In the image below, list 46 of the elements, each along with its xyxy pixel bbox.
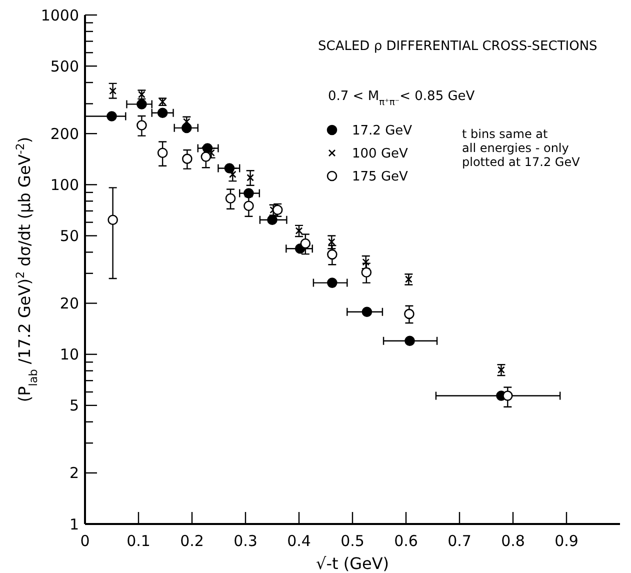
point (404, 308, 414, 320)
point (267, 214, 278, 226)
point (200, 152, 212, 162)
x-tick-label: 0.2 (180, 532, 204, 550)
point (106, 111, 117, 122)
point (404, 336, 415, 346)
x-tick-label: 0 (80, 532, 90, 550)
y-tick-label: 10 (60, 346, 79, 364)
point (136, 99, 147, 110)
x-tick-label: 0.3 (234, 532, 258, 550)
y-tick-label: 2 (69, 464, 79, 482)
x-tick-label: 0.9 (554, 532, 578, 550)
text: SCALED ρ DIFFERENTIAL CROSS-SECTIONS (318, 39, 598, 54)
annotation: t bins same at all energies - only plotted at 17.2 GeV (462, 127, 581, 169)
legend-label: 100 GeV (352, 146, 408, 162)
x-tick-label: 0.5 (340, 532, 364, 550)
point (157, 108, 168, 118)
point (182, 154, 192, 164)
legend-label: 17.2 GeV (352, 124, 412, 139)
point (300, 238, 311, 249)
x-tick-label: 0.7 (448, 532, 472, 550)
point (108, 214, 118, 226)
legend-title: 0.7 < M$_{π⁺π⁻}$< 0.85 GeV (328, 89, 475, 108)
point (327, 278, 338, 288)
y-tick-label: 100 (50, 176, 79, 194)
point (362, 306, 372, 317)
y-tick-label: 20 (60, 294, 79, 313)
x-axis-title: √-t (GeV) (316, 554, 389, 573)
point (136, 120, 147, 130)
x-tick-label: 0.4 (287, 532, 311, 550)
x-tick-label: 0.1 (126, 532, 150, 550)
point (244, 200, 254, 212)
point (502, 390, 513, 401)
y-tick-label: 500 (50, 57, 79, 76)
point (157, 148, 168, 158)
point (327, 249, 338, 260)
y-tick-label: 200 (50, 124, 79, 143)
point (361, 267, 372, 278)
point (225, 193, 236, 204)
y-tick-label: 5 (69, 396, 79, 415)
y-tick-label: 1 (69, 515, 79, 534)
y-tick-label: 1000 (40, 6, 79, 24)
x-tick-label: 0.6 (394, 532, 418, 550)
legend-label: 175 GeV (352, 170, 408, 185)
x-tick-label: 0.8 (501, 532, 525, 550)
y-tick-label: 50 (60, 226, 79, 245)
